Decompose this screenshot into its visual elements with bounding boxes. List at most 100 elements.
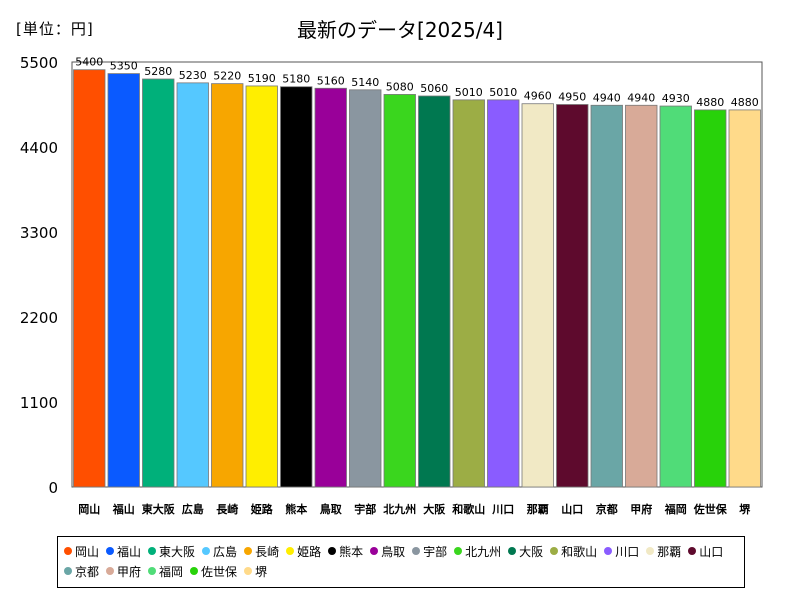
legend-label: 和歌山 <box>561 544 598 559</box>
legend-marker <box>106 567 115 575</box>
x-tick-label: 鳥取 <box>320 502 342 516</box>
bar <box>418 95 451 488</box>
legend-marker <box>190 567 199 575</box>
data-label: 5010 <box>455 86 483 99</box>
data-label: 4960 <box>524 90 552 103</box>
legend-item: 堺 <box>244 561 267 581</box>
x-tick-label: 川口 <box>491 503 514 516</box>
x-tick-label: 福山 <box>112 502 135 516</box>
bar <box>487 99 520 488</box>
data-label: 5400 <box>75 56 103 69</box>
x-tick-label: 堺 <box>739 502 751 516</box>
legend-marker <box>148 547 157 555</box>
legend-label: 大阪 <box>519 544 544 559</box>
legend-item: 山口 <box>688 541 723 561</box>
data-label: 5080 <box>386 80 414 93</box>
data-label: 5060 <box>420 82 448 95</box>
x-tick-label: 佐世保 <box>693 502 728 516</box>
legend-marker <box>148 567 157 575</box>
bar <box>728 109 761 488</box>
bar <box>349 89 382 488</box>
legend-marker <box>604 547 613 555</box>
x-tick-label: 北九州 <box>383 502 416 516</box>
bar <box>176 82 209 488</box>
bar <box>211 83 244 488</box>
legend-label: 広島 <box>213 544 238 559</box>
legend-label: 東大阪 <box>159 544 196 559</box>
legend-item: 広島 <box>202 541 237 561</box>
legend-item: 和歌山 <box>550 541 597 561</box>
legend-label: 山口 <box>699 544 724 559</box>
legend-marker <box>550 547 559 555</box>
legend-marker <box>508 547 517 555</box>
legend-item: 姫路 <box>286 541 321 561</box>
legend-item: 大阪 <box>508 541 543 561</box>
x-tick-label: 東大阪 <box>142 502 176 516</box>
y-tick-label: 3300 <box>20 224 58 242</box>
legend-marker <box>454 547 463 555</box>
legend-label: 福山 <box>117 544 142 559</box>
x-tick-label: 広島 <box>182 502 204 516</box>
legend-label: 鳥取 <box>381 544 406 559</box>
bar <box>521 103 554 488</box>
bar <box>694 109 727 488</box>
legend-item: 岡山 <box>64 541 99 561</box>
bar <box>625 104 658 488</box>
legend-label: 川口 <box>615 544 640 559</box>
x-tick-label: 甲府 <box>630 502 652 516</box>
bar <box>659 105 692 488</box>
legend-item: 熊本 <box>328 541 363 561</box>
legend-marker <box>286 547 295 555</box>
y-tick-label: 2200 <box>20 309 58 327</box>
y-tick-label: 1100 <box>20 394 58 412</box>
bar <box>245 85 278 488</box>
bar <box>73 69 106 488</box>
legend-marker <box>244 567 253 575</box>
x-tick-label: 和歌山 <box>452 502 485 516</box>
x-tick-label: 福岡 <box>664 502 687 516</box>
data-label: 5220 <box>213 70 241 83</box>
legend-item: 那覇 <box>646 541 681 561</box>
legend-item: 鳥取 <box>370 541 405 561</box>
legend-label: 福岡 <box>159 564 184 579</box>
legend-marker <box>244 547 253 555</box>
legend-label: 宇部 <box>423 544 448 559</box>
legend-item: 福山 <box>106 541 141 561</box>
legend-item: 北九州 <box>454 541 501 561</box>
legend-marker <box>64 547 72 555</box>
data-label: 5010 <box>489 86 517 99</box>
data-label: 5280 <box>144 65 172 78</box>
x-tick-label: 山口 <box>561 502 583 516</box>
x-tick-label: 京都 <box>596 502 618 516</box>
data-label: 4950 <box>558 91 586 104</box>
data-label: 4940 <box>627 91 655 104</box>
y-tick-label: 5500 <box>20 54 58 72</box>
data-label: 5230 <box>179 69 207 82</box>
chart-legend: 岡山 福山 東大阪 広島 長崎 姫路 熊本 鳥取 宇部 北九州 大阪 和歌山 川口 那覇 山口 京都 甲府 福岡 佐… <box>57 536 745 588</box>
legend-marker <box>106 547 115 555</box>
legend-marker <box>688 547 697 555</box>
data-label: 5160 <box>317 74 345 87</box>
legend-marker <box>202 547 211 555</box>
legend-label: 岡山 <box>75 544 100 559</box>
data-label: 5190 <box>248 72 276 85</box>
data-label: 5180 <box>282 73 310 86</box>
y-tick-label: 4400 <box>20 139 58 157</box>
bar <box>142 78 175 488</box>
legend-label: 姫路 <box>297 544 322 559</box>
legend-item: 佐世保 <box>190 561 237 581</box>
x-tick-label: 岡山 <box>78 502 100 516</box>
data-label: 4880 <box>696 96 724 109</box>
legend-item: 東大阪 <box>148 541 195 561</box>
legend-label: 甲府 <box>117 564 142 579</box>
data-label: 4930 <box>662 92 690 105</box>
data-label: 4880 <box>731 96 759 109</box>
x-tick-label: 宇部 <box>354 502 376 516</box>
unit-label: [単位：円] <box>16 20 94 38</box>
bar <box>452 99 485 488</box>
legend-label: 堺 <box>255 564 268 579</box>
x-tick-label: 那覇 <box>527 503 549 516</box>
x-tick-label: 姫路 <box>251 502 274 516</box>
bar <box>383 94 416 488</box>
